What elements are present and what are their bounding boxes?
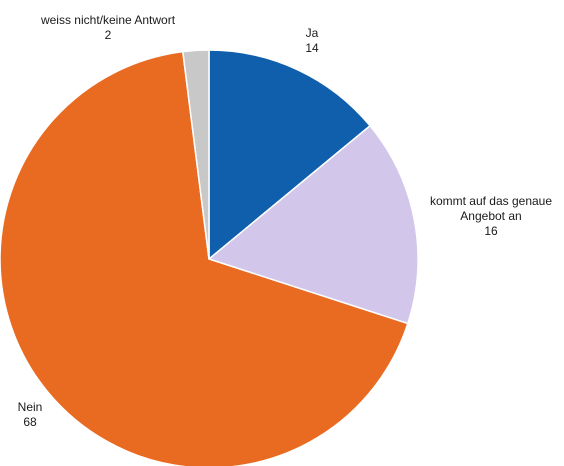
slice-label-0: Ja 14 [305, 26, 319, 55]
slice-name: kommt auf das genaue [430, 194, 552, 208]
pie-slice-3 [182, 49, 210, 260]
slice-name: weiss nicht/keine Antwort [40, 13, 176, 27]
pie-slice-2 [0, 50, 409, 466]
pie-slices [0, 49, 419, 466]
slice-value: 2 [105, 28, 112, 42]
slice-name: Ja [306, 26, 319, 40]
slice-value: 16 [484, 224, 498, 238]
slice-value: 68 [23, 415, 37, 429]
slice-name: Nein [18, 400, 43, 414]
slice-value: 14 [305, 41, 319, 55]
slice-labels: Ja 14 kommt auf das genaue Angebot an 16 Nein… [18, 13, 553, 429]
slice-label-1: kommt auf das genaue Angebot an 16 [430, 194, 552, 238]
slice-label-2: Nein 68 [18, 400, 43, 429]
slice-name: Angebot an [460, 209, 521, 223]
pie-slice-0 [208, 49, 371, 260]
pie-slice-1 [208, 125, 419, 325]
slice-label-3: weiss nicht/keine Antwort 2 [40, 13, 176, 42]
